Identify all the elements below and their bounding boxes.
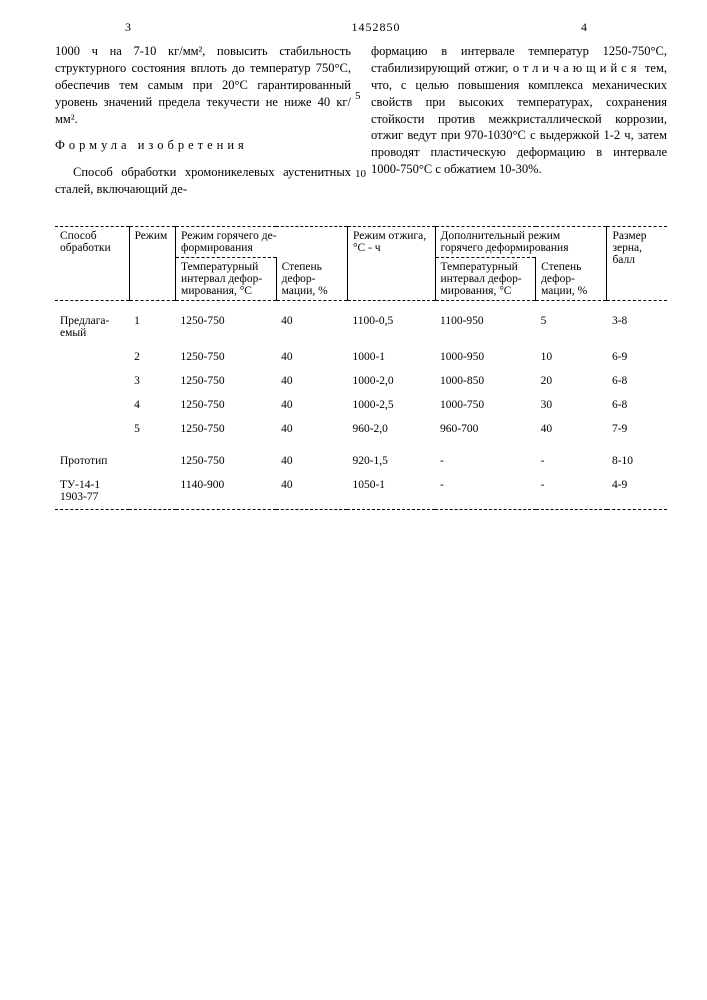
right-column: 5 10 формацию в интервале температур 125… <box>371 43 667 208</box>
table-row: Пред­лага­емый 1 1250-750 40 1100-0,5 11… <box>55 301 667 346</box>
col-hot-def: Режим горячего де­формирования <box>176 227 348 258</box>
left-paragraph-2: Способ обработки хромоникелевых аустенит… <box>55 164 351 198</box>
col-anneal: Режим от­жига, °С - ч <box>347 227 435 301</box>
table-row: ТУ-14-1 1903-77 1140-900 40 1050-1 - - 4… <box>55 473 667 510</box>
page-number-right: 4 <box>581 20 587 35</box>
formula-title: Формула изобретения <box>55 137 351 154</box>
col-grain: Раз­мер зерна, балл <box>607 227 667 301</box>
data-table: Способ обра­ботки Ре­жим Режим горячего … <box>55 226 667 511</box>
cell-def1: 40 <box>276 301 347 346</box>
cell-anneal: 1100-0,5 <box>347 301 435 346</box>
cell-temp2: 1100-950 <box>435 301 536 346</box>
cell-grain: 3-8 <box>607 301 667 346</box>
cell-temp1: 1250-750 <box>176 301 277 346</box>
cell-mode: 1 <box>129 301 175 346</box>
page-header: 3 1452850 4 <box>55 20 667 35</box>
col-mode: Ре­жим <box>129 227 175 301</box>
left-column: 1000 ч на 7-10 кг/мм², повысить ста­биль… <box>55 43 351 208</box>
table-row: 4 1250-750 40 1000-2,5 1000-750 30 6-8 <box>55 393 667 417</box>
line-number-10: 10 <box>355 167 366 182</box>
table-header-row-1: Способ обра­ботки Ре­жим Режим горячего … <box>55 227 667 258</box>
col-temp-int-1: Температур­ный интер­вал дефор­мирования… <box>176 258 277 301</box>
col-def-deg-1: Степень дефор­мации, % <box>276 258 347 301</box>
col-method: Способ обра­ботки <box>55 227 129 301</box>
page-number-left: 3 <box>125 20 131 35</box>
col-extra-def: Дополнительный ре­жим горячего дефор­мир… <box>435 227 607 258</box>
line-number-5: 5 <box>355 89 361 104</box>
table-row: 5 1250-750 40 960-2,0 960-700 40 7-9 <box>55 417 667 441</box>
right-paragraph-1: формацию в интервале температур 1250-750… <box>371 43 667 178</box>
body-text: 1000 ч на 7-10 кг/мм², повысить ста­биль… <box>55 43 667 208</box>
col-def-deg-2: Степень дефор­мации, % <box>536 258 607 301</box>
table-row: Про­тотип 1250-750 40 920-1,5 - - 8-10 <box>55 441 667 473</box>
table-row: 3 1250-750 40 1000-2,0 1000-850 20 6-8 <box>55 369 667 393</box>
cell-method: Пред­лага­емый <box>55 301 129 346</box>
col-temp-int-2: Температур­ный интер­вал дефор­мирования… <box>435 258 536 301</box>
left-paragraph-1: 1000 ч на 7-10 кг/мм², повысить ста­биль… <box>55 43 351 127</box>
table-bottom-rule <box>55 510 667 512</box>
document-number: 1452850 <box>352 20 401 35</box>
table-row: 2 1250-750 40 1000-1 1000-950 10 6-9 <box>55 345 667 369</box>
cell-def2: 5 <box>536 301 607 346</box>
